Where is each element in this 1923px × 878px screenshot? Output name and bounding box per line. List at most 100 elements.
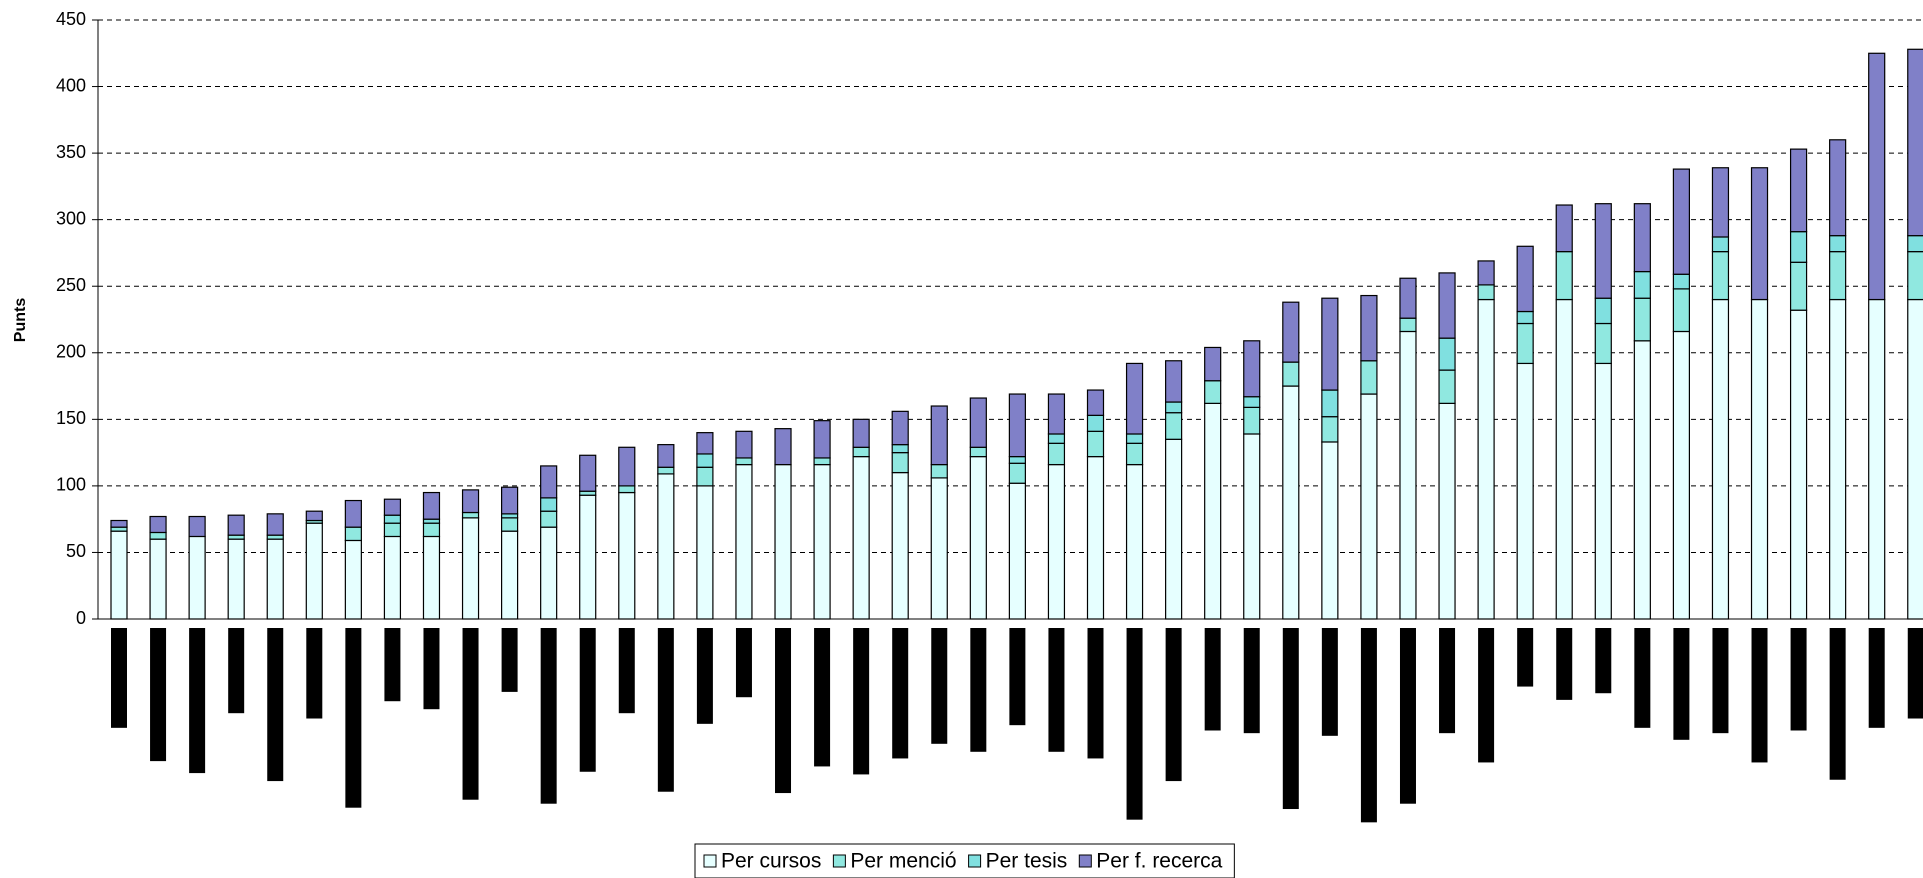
bar-segment — [696, 485, 714, 620]
bar-segment — [383, 522, 402, 538]
bar-segment — [1594, 297, 1612, 325]
bar-segment — [891, 452, 909, 474]
bar-segment — [618, 446, 636, 487]
y-tick-label: 300 — [56, 208, 86, 228]
y-tick-label: 250 — [56, 275, 86, 295]
lower-bar — [696, 628, 713, 724]
bar-segment — [930, 405, 948, 466]
bar-segment — [1555, 204, 1573, 253]
bar-segment — [1907, 48, 1923, 237]
bar-segment — [461, 489, 480, 514]
bar-segment — [930, 477, 948, 620]
bar-segment — [1008, 393, 1026, 458]
bar-segment — [696, 432, 714, 455]
lower-bar — [1790, 628, 1807, 731]
bar-segment — [1672, 288, 1691, 333]
bar-segment — [1711, 167, 1730, 238]
bar-segment — [1360, 360, 1378, 395]
bar-segment — [1438, 272, 1456, 339]
bar-segment — [1594, 203, 1612, 299]
bar-segment — [1633, 297, 1651, 342]
bar-segment — [1125, 362, 1144, 435]
legend-box — [694, 843, 1235, 878]
bar-segment — [813, 457, 831, 466]
y-tick-label: 200 — [56, 342, 86, 362]
bar-segment — [1165, 438, 1183, 620]
bar-segment — [110, 530, 128, 620]
lower-bar — [1360, 628, 1377, 823]
lower-bar — [501, 628, 518, 692]
bar-segment — [1516, 245, 1534, 313]
bar-segment — [657, 466, 675, 475]
bar-segment — [1438, 402, 1456, 620]
bar-segment — [1243, 433, 1261, 620]
bar-segment — [1165, 401, 1183, 414]
y-tick-label: 400 — [56, 75, 86, 95]
bar-segment — [1789, 148, 1808, 233]
bar-segment — [1165, 412, 1183, 440]
bar-segment — [1907, 298, 1923, 620]
bar-segment — [149, 538, 167, 620]
bar-segment — [1047, 433, 1066, 444]
lower-bar — [892, 628, 909, 759]
bar-segment — [1594, 362, 1612, 620]
bar-segment — [1477, 260, 1495, 286]
bar-segment — [774, 463, 792, 620]
bar-segment — [1829, 298, 1847, 620]
lower-bar — [1243, 628, 1260, 734]
lower-bar — [579, 628, 596, 772]
bar-segment — [1008, 482, 1026, 620]
bar-segment — [1204, 402, 1222, 620]
bar-segment — [891, 444, 909, 454]
bar-segment — [1360, 393, 1378, 620]
bar-segment — [540, 497, 558, 512]
bar-segment — [501, 530, 519, 620]
legend: Per cursos Per menció Per tesis Per f. rece… — [694, 843, 1235, 878]
bar-segment — [1321, 297, 1339, 391]
bar-segment — [1672, 273, 1691, 290]
lower-bar — [1751, 628, 1768, 763]
bar-segment — [1711, 236, 1730, 253]
bar-segment — [1516, 322, 1534, 365]
bar-segment — [1555, 298, 1573, 620]
legend-swatch — [832, 854, 846, 868]
bar-segment — [1086, 414, 1105, 432]
bar-segment — [1125, 463, 1144, 620]
lower-bar — [1556, 628, 1573, 700]
bar-segment — [1321, 416, 1339, 443]
bar-segment — [1829, 235, 1847, 253]
bar-segment — [930, 463, 948, 479]
bar-segment — [1477, 284, 1495, 301]
lower-bar — [423, 628, 440, 710]
lower-bar — [657, 628, 674, 792]
lower-bar — [1399, 628, 1416, 804]
bar-segment — [188, 535, 206, 620]
bar-segment — [1477, 298, 1495, 620]
bar-segment — [618, 491, 636, 620]
lower-bar — [1165, 628, 1182, 782]
bar-segment — [1125, 433, 1144, 444]
legend-label: Per tesis — [986, 850, 1068, 873]
lower-bar — [1048, 628, 1065, 752]
bar-segment — [344, 526, 362, 542]
bar-segment — [501, 486, 519, 515]
bar-segment — [1868, 52, 1886, 301]
bar-segment — [1243, 406, 1261, 435]
bar-segment — [696, 466, 714, 487]
bar-segment — [1399, 330, 1417, 620]
bar-segment — [1907, 235, 1923, 253]
bar-segment — [1008, 462, 1026, 484]
lower-bar — [618, 628, 635, 714]
lower-bar — [931, 628, 948, 744]
lower-bar — [150, 628, 167, 762]
bar-segment — [540, 526, 558, 620]
legend-label: Per cursos — [721, 850, 821, 873]
bar-segment — [540, 465, 558, 499]
lower-bar — [775, 628, 792, 794]
bar-segment — [1594, 322, 1612, 365]
bar-segment — [969, 397, 987, 448]
bar-segment — [227, 514, 245, 536]
lower-bar — [1439, 628, 1456, 734]
bar-segment — [891, 471, 909, 620]
lower-bar — [267, 628, 284, 782]
